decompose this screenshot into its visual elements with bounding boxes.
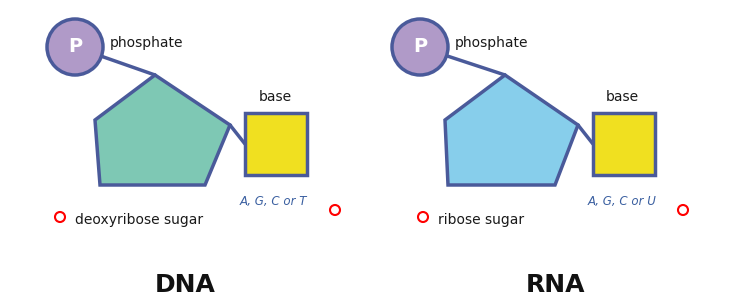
Circle shape: [47, 19, 103, 75]
Bar: [245, 113, 307, 175]
Polygon shape: [445, 75, 578, 185]
Text: A, G, C or U: A, G, C or U: [588, 195, 657, 208]
Circle shape: [392, 19, 448, 75]
Bar: [593, 113, 655, 175]
Text: base: base: [605, 90, 639, 104]
Text: A, G, C or T: A, G, C or T: [240, 195, 307, 208]
Text: DNA: DNA: [155, 273, 215, 297]
Polygon shape: [95, 75, 230, 185]
Text: P: P: [413, 37, 427, 57]
Text: P: P: [68, 37, 82, 57]
Text: deoxyribose sugar: deoxyribose sugar: [75, 213, 203, 227]
Text: RNA: RNA: [525, 273, 585, 297]
Text: phosphate: phosphate: [455, 36, 528, 50]
Text: base: base: [258, 90, 292, 104]
Text: ribose sugar: ribose sugar: [438, 213, 524, 227]
Text: phosphate: phosphate: [110, 36, 184, 50]
